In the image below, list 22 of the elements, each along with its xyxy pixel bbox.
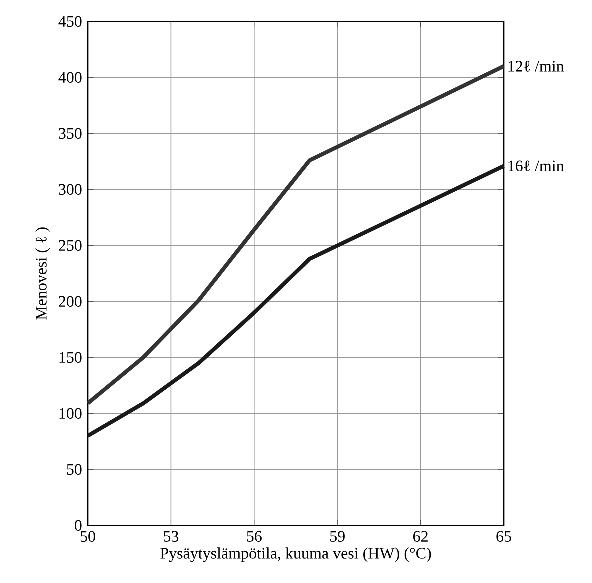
x-tick-label: 59 bbox=[330, 531, 345, 542]
y-tick-label: 50 bbox=[67, 464, 82, 476]
y-tick-label: 0 bbox=[75, 520, 82, 532]
series-label: 12ℓ /min bbox=[508, 61, 564, 72]
y-tick-label: 300 bbox=[59, 184, 82, 196]
x-axis-title: Pysäytyslämpötila, kuuma vesi (HW) (°C) bbox=[160, 548, 432, 562]
y-axis-title: Menovesi ( ℓ ) bbox=[36, 228, 50, 320]
y-tick-label: 450 bbox=[58, 16, 82, 28]
x-tick-label: 56 bbox=[247, 531, 262, 542]
y-tick-label: 350 bbox=[59, 128, 82, 140]
y-tick-label: 150 bbox=[60, 352, 82, 364]
x-tick-label: 50 bbox=[80, 531, 96, 542]
line-series bbox=[86, 64, 506, 406]
y-tick-label: 100 bbox=[60, 408, 82, 420]
x-tick-label: 53 bbox=[164, 531, 179, 542]
series-label: 16ℓ /min bbox=[508, 160, 564, 172]
y-tick-label: 250 bbox=[59, 240, 82, 252]
y-tick-label: 400 bbox=[58, 72, 82, 84]
x-tick-label: 62 bbox=[413, 531, 428, 542]
y-tick-label: 200 bbox=[59, 296, 82, 308]
x-tick-label: 65 bbox=[496, 531, 512, 542]
line-series bbox=[86, 164, 506, 438]
